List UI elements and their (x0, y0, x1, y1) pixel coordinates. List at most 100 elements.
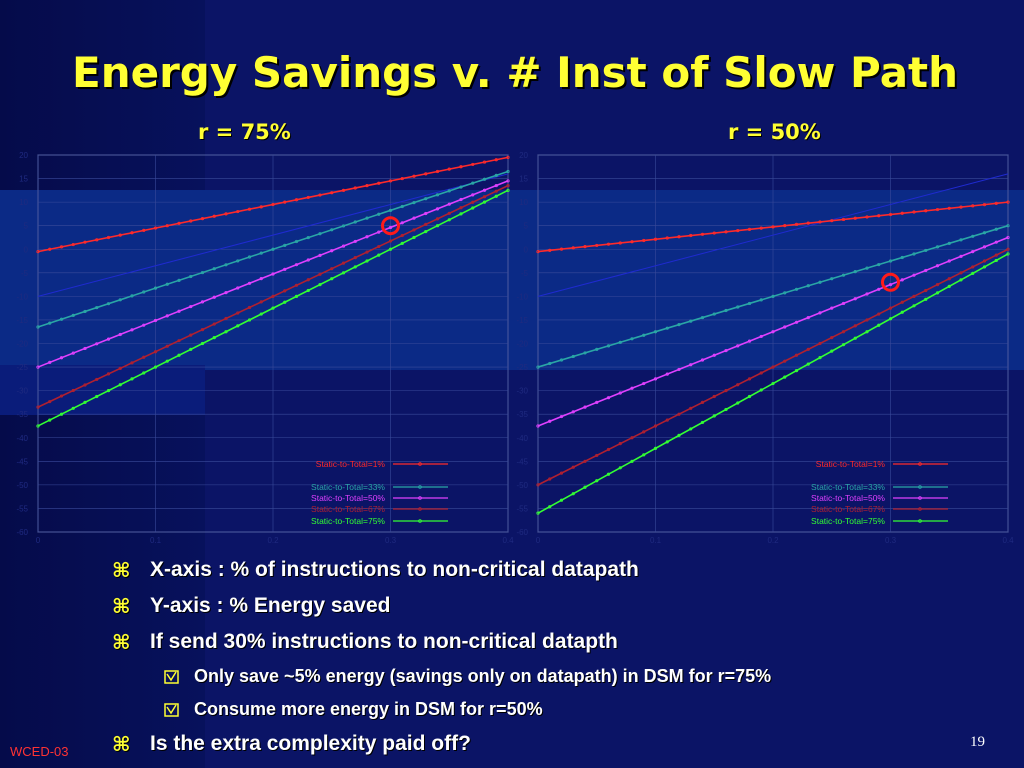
series-point (830, 336, 834, 340)
highlight-circle (381, 216, 400, 236)
series-point (212, 267, 216, 271)
series-point (435, 169, 440, 174)
series-point (506, 155, 510, 159)
series-point (924, 248, 928, 253)
series-point (165, 314, 169, 318)
series-point (365, 250, 369, 254)
y-tick-label: -10 (16, 292, 28, 301)
x-tick-label: 0.4 (502, 536, 514, 545)
series-point (118, 233, 122, 237)
legend-label: Static-to-Total=50% (811, 493, 885, 503)
series-point (212, 214, 216, 218)
series-point (506, 169, 510, 174)
y-tick-label: -20 (516, 340, 528, 349)
series-point (142, 228, 146, 233)
series-point (747, 394, 752, 399)
legend-marker (418, 485, 422, 489)
series-point (318, 282, 322, 287)
series-point (548, 505, 552, 509)
series-point (506, 179, 510, 183)
series-point (689, 427, 693, 431)
series-point (283, 243, 287, 247)
series-point (106, 389, 111, 393)
series-point (153, 350, 158, 354)
series-point (559, 471, 564, 475)
series-point (365, 259, 369, 263)
series-point (1006, 200, 1010, 204)
series-point (1006, 224, 1010, 228)
series-point (830, 277, 834, 281)
series-point (271, 202, 275, 207)
series-point (794, 222, 799, 226)
series-point (341, 244, 346, 248)
series-point (95, 305, 99, 310)
x-tick-label: 0.3 (885, 536, 897, 545)
series-point (865, 318, 869, 322)
series-point (48, 321, 52, 325)
series-point (377, 212, 381, 216)
series-point (982, 231, 987, 235)
series-point (677, 412, 681, 416)
series-point (200, 270, 205, 275)
series-point (259, 312, 263, 316)
series-point (747, 227, 752, 231)
series-point (841, 217, 846, 222)
x-tick-label: 0 (36, 536, 41, 545)
series-point (959, 238, 963, 242)
series-point (153, 365, 158, 369)
series-point (841, 273, 846, 277)
series-point (377, 253, 381, 257)
series-point (994, 258, 998, 263)
series-point (618, 241, 622, 245)
series-point (294, 283, 299, 287)
sub-bullet-item: Only save ~5% energy (savings only on da… (112, 660, 1012, 693)
series-point (759, 334, 763, 339)
series-point (759, 298, 763, 302)
x-tick-label: 0.1 (150, 536, 162, 545)
y-tick-label: -30 (516, 387, 528, 396)
series-point (583, 485, 587, 489)
series-point (142, 323, 146, 327)
series-point (165, 224, 169, 228)
series-point (994, 201, 998, 205)
legend-marker (918, 462, 922, 466)
series-point (783, 359, 787, 363)
series-point (759, 371, 763, 375)
series-point (412, 200, 416, 205)
series-point (71, 406, 75, 410)
series-point (224, 212, 228, 216)
series-point (841, 301, 846, 306)
series-point (236, 259, 240, 263)
series-point (759, 388, 763, 392)
series-point (494, 158, 498, 162)
series-point (606, 447, 611, 452)
series-point (888, 282, 893, 287)
series-point (759, 226, 763, 230)
legend-marker (418, 462, 422, 466)
series-point (482, 195, 487, 199)
series-point (724, 407, 728, 412)
series-point (630, 459, 634, 463)
series-point (106, 372, 111, 376)
series-point (247, 207, 252, 211)
series-point (189, 333, 193, 337)
series-point (783, 291, 787, 295)
series-point (377, 181, 381, 185)
y-tick-label: -50 (516, 481, 528, 490)
series-point (712, 353, 716, 357)
series-point (83, 383, 87, 387)
series-point (177, 309, 181, 313)
series-point (341, 188, 346, 192)
series-point (1006, 235, 1010, 240)
series-point (900, 310, 904, 314)
series-point (330, 191, 334, 195)
series-point (130, 377, 134, 381)
series-point (353, 256, 357, 260)
series-point (959, 205, 963, 209)
series-point (318, 232, 322, 236)
series-point (424, 211, 428, 216)
series-point (318, 272, 322, 276)
series-point (606, 242, 611, 246)
y-tick-label: -40 (516, 434, 528, 443)
series-point (653, 377, 658, 381)
